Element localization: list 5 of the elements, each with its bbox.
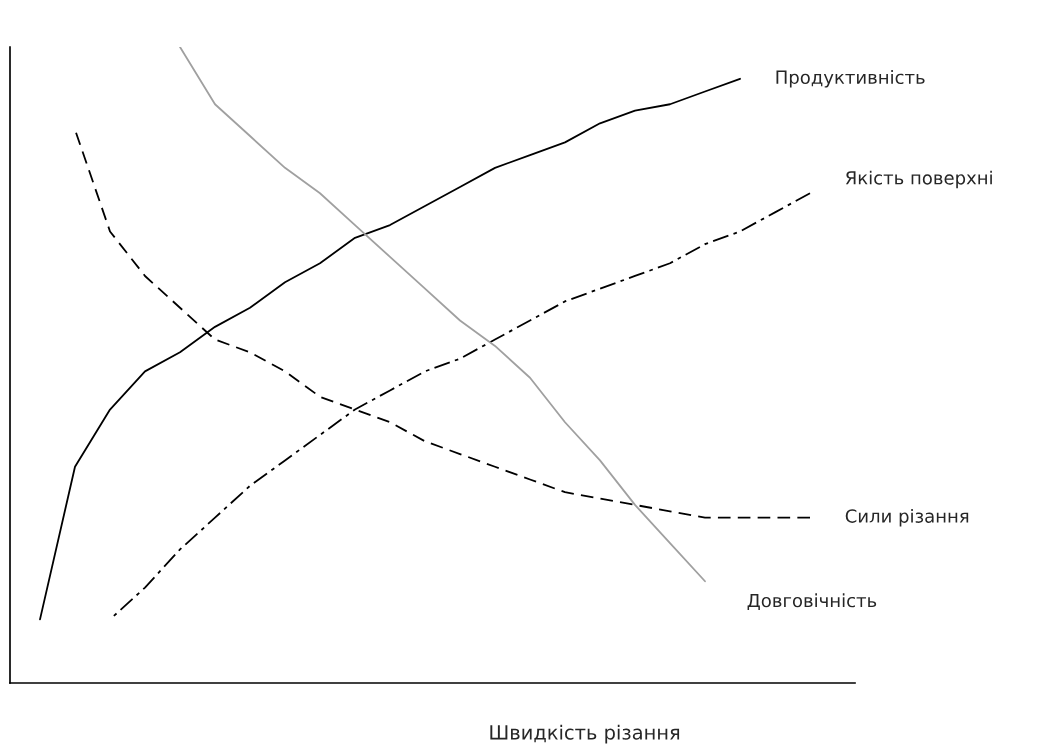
text: Довговічність	[747, 593, 877, 610]
text: Якість поверхні	[845, 170, 992, 189]
text: Продуктивність	[776, 70, 925, 88]
x-axis-title: Швидкість різання	[490, 724, 680, 744]
series-label: Сили різання	[845, 508, 969, 527]
